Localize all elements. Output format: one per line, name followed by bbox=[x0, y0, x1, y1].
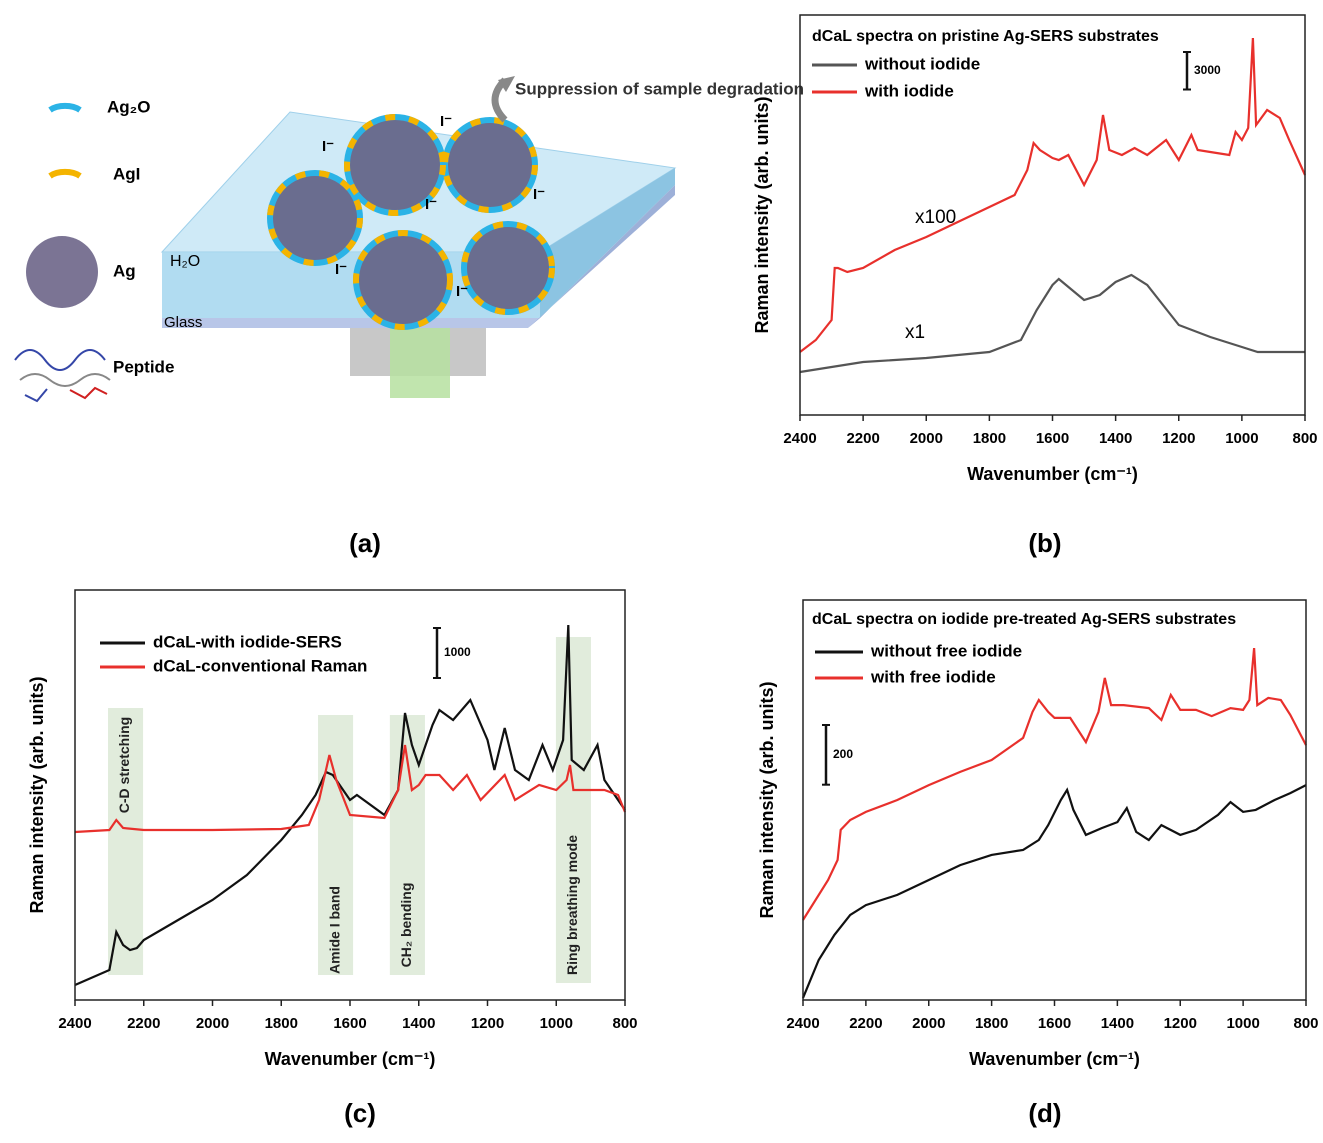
ion-label: I⁻ bbox=[322, 138, 334, 155]
band-label: C-D stretching bbox=[116, 717, 132, 813]
x-tick-label: 1600 bbox=[1036, 430, 1069, 447]
ion-label: I⁻ bbox=[425, 196, 437, 213]
x-tick-label: 2000 bbox=[196, 1015, 229, 1032]
x-tick-label: 2400 bbox=[783, 430, 816, 447]
figure: Ag₂O AgI Ag Peptide Suppression of sampl… bbox=[0, 0, 1323, 1138]
x-tick-label: 2400 bbox=[786, 1015, 819, 1032]
legend-label: without iodide bbox=[864, 54, 980, 73]
scale-bar-label: 200 bbox=[833, 747, 853, 761]
annotation: x1 bbox=[905, 322, 925, 343]
legend-label: AgI bbox=[113, 164, 140, 183]
ion-label: I⁻ bbox=[533, 186, 545, 203]
ion-label: I⁻ bbox=[456, 283, 468, 300]
legend-label: dCaL-with iodide-SERS bbox=[153, 632, 342, 651]
legend-label: Ag bbox=[113, 261, 136, 280]
x-tick-label: 1400 bbox=[1099, 430, 1132, 447]
y-axis-title: Raman intensity (arb. units) bbox=[757, 681, 777, 918]
scale-bar-label: 1000 bbox=[444, 645, 471, 659]
particle bbox=[356, 233, 450, 327]
x-tick-label: 1800 bbox=[973, 430, 1006, 447]
legend-label: dCaL-conventional Raman bbox=[153, 656, 367, 675]
legend-label: with free iodide bbox=[870, 667, 996, 686]
ag-icon bbox=[26, 236, 98, 308]
series-line bbox=[803, 648, 1306, 920]
ag2o-icon bbox=[50, 106, 80, 110]
peptide-icon bbox=[15, 350, 110, 401]
legend-label: Peptide bbox=[113, 357, 174, 376]
annotation: x100 bbox=[915, 207, 956, 228]
x-tick-label: 2000 bbox=[910, 430, 943, 447]
x-axis-title: Wavenumber (cm⁻¹) bbox=[265, 1049, 436, 1069]
x-tick-label: 2200 bbox=[127, 1015, 160, 1032]
band-label: CH₂ bending bbox=[398, 883, 414, 968]
x-tick-label: 800 bbox=[612, 1015, 637, 1032]
legend-label: Ag₂O bbox=[107, 97, 150, 116]
panel-label: (d) bbox=[1028, 1098, 1061, 1128]
legend-label: without free iodide bbox=[870, 641, 1022, 660]
x-tick-label: 2400 bbox=[58, 1015, 91, 1032]
scale-bar-label: 3000 bbox=[1194, 63, 1221, 77]
x-tick-label: 2000 bbox=[912, 1015, 945, 1032]
legend-title: dCaL spectra on iodide pre-treated Ag-SE… bbox=[812, 611, 1236, 628]
x-axis-title: Wavenumber (cm⁻¹) bbox=[969, 1049, 1140, 1069]
x-tick-label: 1200 bbox=[1162, 430, 1195, 447]
agi-icon bbox=[50, 172, 80, 176]
x-tick-label: 1800 bbox=[975, 1015, 1008, 1032]
panel-label: (b) bbox=[1028, 528, 1061, 558]
x-tick-label: 1200 bbox=[471, 1015, 504, 1032]
x-tick-label: 2200 bbox=[846, 430, 879, 447]
ion-label: I⁻ bbox=[335, 261, 347, 278]
y-axis-title: Raman intensity (arb. units) bbox=[752, 96, 772, 333]
x-axis-title: Wavenumber (cm⁻¹) bbox=[967, 464, 1138, 484]
glass bbox=[162, 318, 540, 328]
glass-label: Glass bbox=[164, 314, 202, 331]
x-tick-label: 1000 bbox=[1226, 1015, 1259, 1032]
x-tick-label: 1800 bbox=[265, 1015, 298, 1032]
x-tick-label: 1400 bbox=[1101, 1015, 1134, 1032]
x-tick-label: 1600 bbox=[1038, 1015, 1071, 1032]
x-tick-label: 2200 bbox=[849, 1015, 882, 1032]
series-line bbox=[800, 275, 1305, 372]
plot-frame bbox=[800, 15, 1305, 415]
x-tick-label: 800 bbox=[1293, 1015, 1318, 1032]
ion-label: I⁻ bbox=[440, 113, 452, 130]
legend-title: dCaL spectra on pristine Ag-SERS substra… bbox=[812, 28, 1159, 45]
x-tick-label: 1000 bbox=[540, 1015, 573, 1032]
x-tick-label: 1000 bbox=[1225, 430, 1258, 447]
legend-label: with iodide bbox=[864, 81, 954, 100]
x-tick-label: 1400 bbox=[402, 1015, 435, 1032]
diagram: Ag₂O AgI Ag Peptide Suppression of sampl… bbox=[15, 76, 804, 558]
panel-label: (a) bbox=[349, 528, 381, 558]
y-axis-title: Raman intensity (arb. units) bbox=[27, 676, 47, 913]
arrow-text: Suppression of sample degradation bbox=[515, 79, 804, 98]
laser bbox=[390, 318, 450, 398]
x-tick-label: 1200 bbox=[1164, 1015, 1197, 1032]
x-tick-label: 800 bbox=[1292, 430, 1317, 447]
series-line bbox=[803, 785, 1306, 998]
band-label: Amide I band bbox=[326, 886, 342, 974]
panel-label: (c) bbox=[344, 1098, 376, 1128]
band-label: Ring breathing mode bbox=[564, 835, 580, 975]
x-tick-label: 1600 bbox=[333, 1015, 366, 1032]
water-label: H₂O bbox=[170, 253, 200, 270]
